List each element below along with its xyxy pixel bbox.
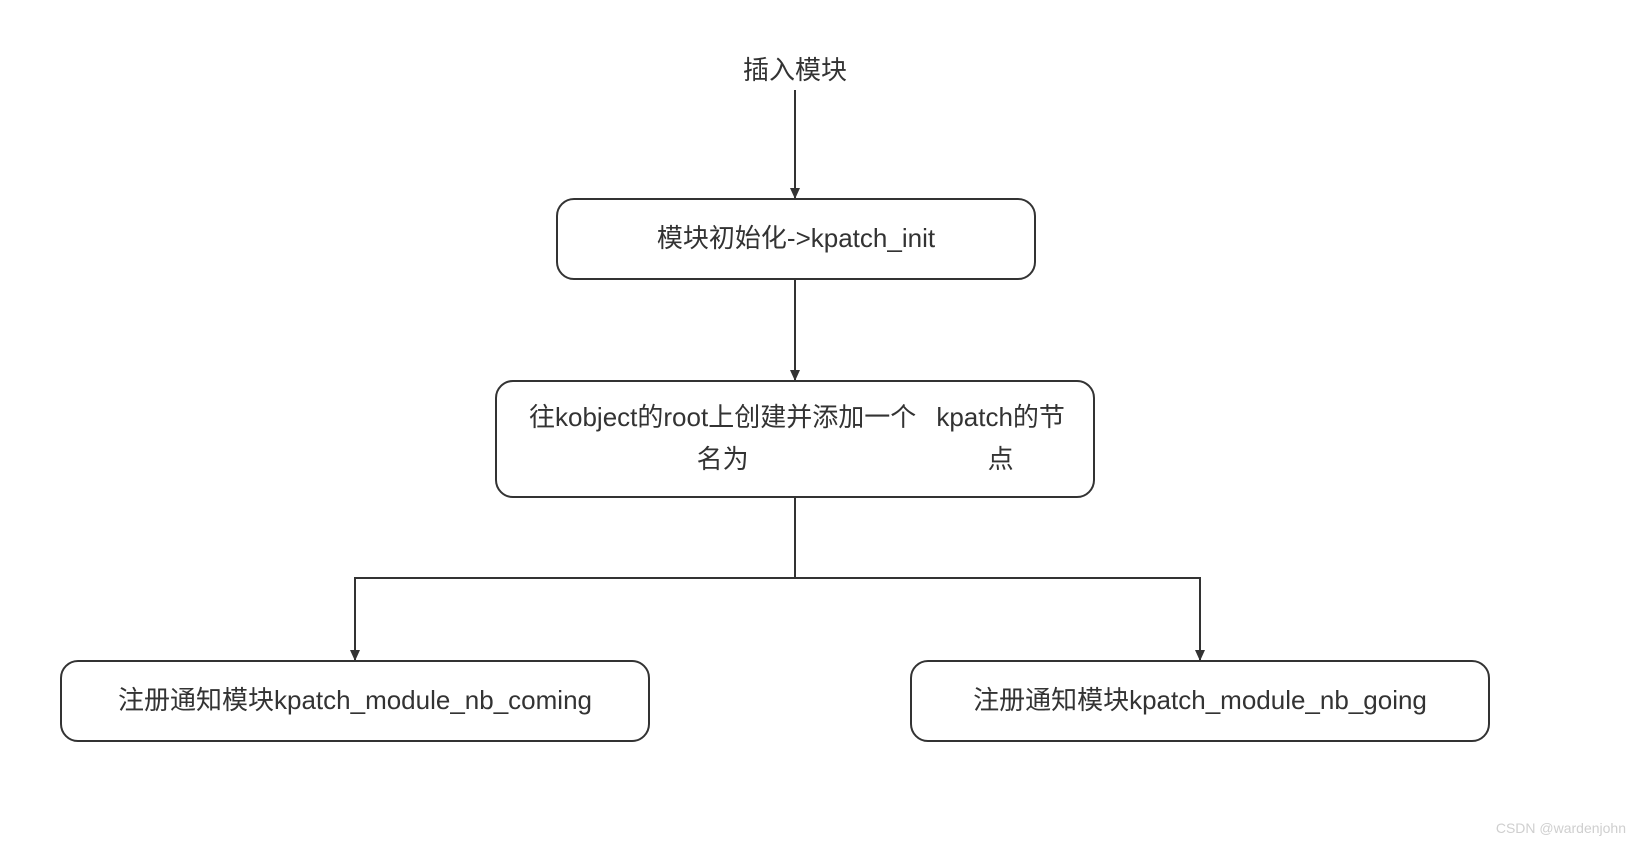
flowchart-edge-kobject-coming (355, 498, 795, 660)
flowchart-node-init: 模块初始化->kpatch_init (556, 198, 1036, 280)
flowchart-edge-kobject-going (795, 498, 1200, 660)
flowchart-node-kobject: 往kobject的root上创建并添加一个名为kpatch的节点 (495, 380, 1095, 498)
flowchart-node-coming: 注册通知模块kpatch_module_nb_coming (60, 660, 650, 742)
flowchart-label-start: 插入模块 (735, 50, 855, 86)
watermark-text: CSDN @wardenjohn (1496, 820, 1626, 836)
flowchart-node-going: 注册通知模块kpatch_module_nb_going (910, 660, 1490, 742)
